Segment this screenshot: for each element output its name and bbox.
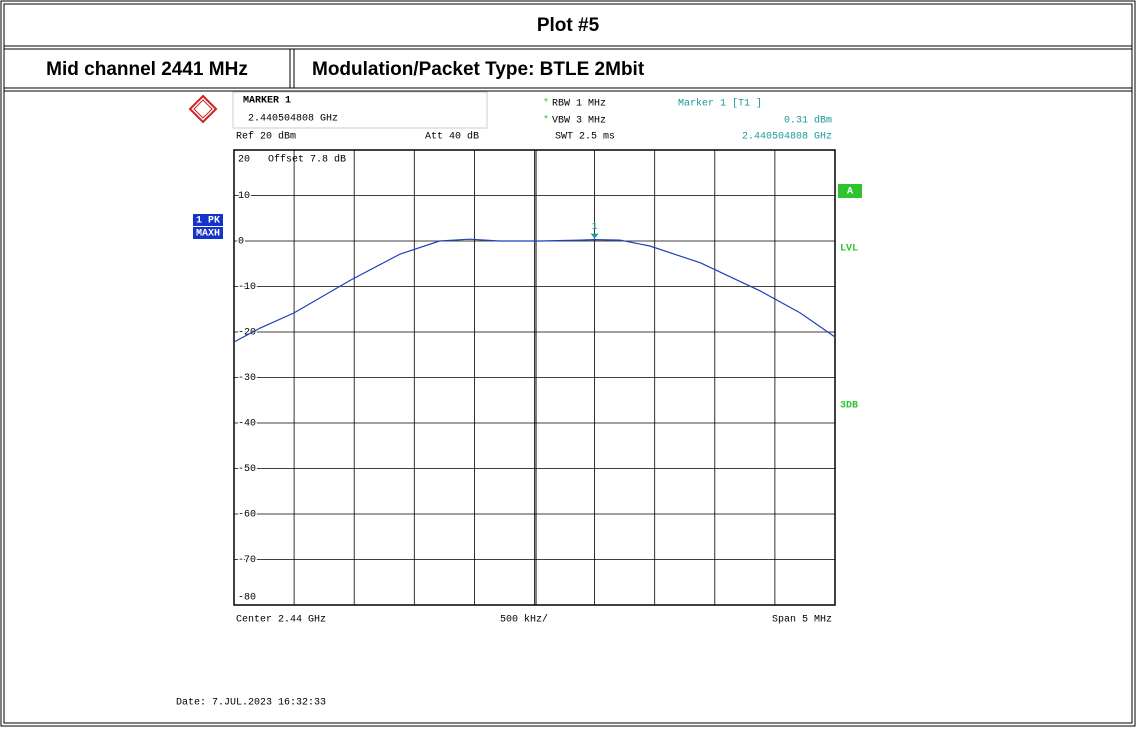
trace: [233, 238, 836, 343]
level-box: [838, 184, 862, 198]
flag: *: [543, 115, 549, 127]
trace-label: 1 PK: [196, 216, 220, 227]
title: Plot #5: [537, 15, 600, 36]
marker-number: 1: [592, 222, 598, 233]
y-tick-label: -60: [238, 510, 256, 521]
rbw: RBW 1 MHz: [552, 99, 606, 110]
logo: [188, 94, 218, 124]
marker-info-freq: 2.440504808 GHz: [742, 132, 832, 143]
flag: *: [543, 98, 549, 110]
trace-label: MAXH: [196, 229, 220, 240]
span: Span 5 MHz: [772, 615, 832, 626]
center-freq: Center 2.44 GHz: [236, 615, 326, 626]
y-tick-label: -40: [238, 419, 256, 430]
y-tick-label: -80: [238, 593, 256, 604]
ref-level: Ref 20 dBm: [236, 131, 296, 143]
y-tick-label: 0: [238, 237, 244, 248]
marker-title: MARKER 1: [243, 96, 291, 107]
y-tick-label: 10: [238, 191, 250, 202]
marker-info: Marker 1 [T1 ]: [678, 98, 762, 110]
marker-level: 0.31 dBm: [784, 115, 832, 127]
marker-box: [232, 91, 488, 129]
y-tick-label: -20: [238, 328, 256, 339]
vbw: VBW 3 MHz: [552, 116, 606, 127]
division: 500 kHz/: [500, 614, 548, 626]
modulation: Modulation/Packet Type: BTLE 2Mbit: [312, 59, 645, 80]
swt: SWT 2.5 ms: [555, 132, 615, 143]
trace-box: [193, 214, 223, 226]
trace-box: [193, 227, 223, 239]
side-label: LVL: [840, 244, 858, 255]
y-tick-label: -10: [238, 282, 256, 293]
side-label: 3DB: [840, 401, 858, 412]
channel: Mid channel 2441 MHz: [46, 59, 248, 80]
y-tick-label: -70: [238, 555, 256, 566]
date: Date: 7.JUL.2023 16:32:33: [176, 698, 326, 709]
offset: Offset 7.8 dB: [268, 154, 346, 166]
attenuation: Att 40 dB: [425, 131, 479, 143]
marker: [590, 233, 599, 239]
side-label: A: [847, 187, 853, 198]
y-tick-label: -30: [238, 373, 256, 384]
y-tick-label: -50: [238, 464, 256, 475]
marker-freq: 2.440504808 GHz: [248, 114, 338, 125]
y-tick-label: 20: [238, 155, 250, 166]
